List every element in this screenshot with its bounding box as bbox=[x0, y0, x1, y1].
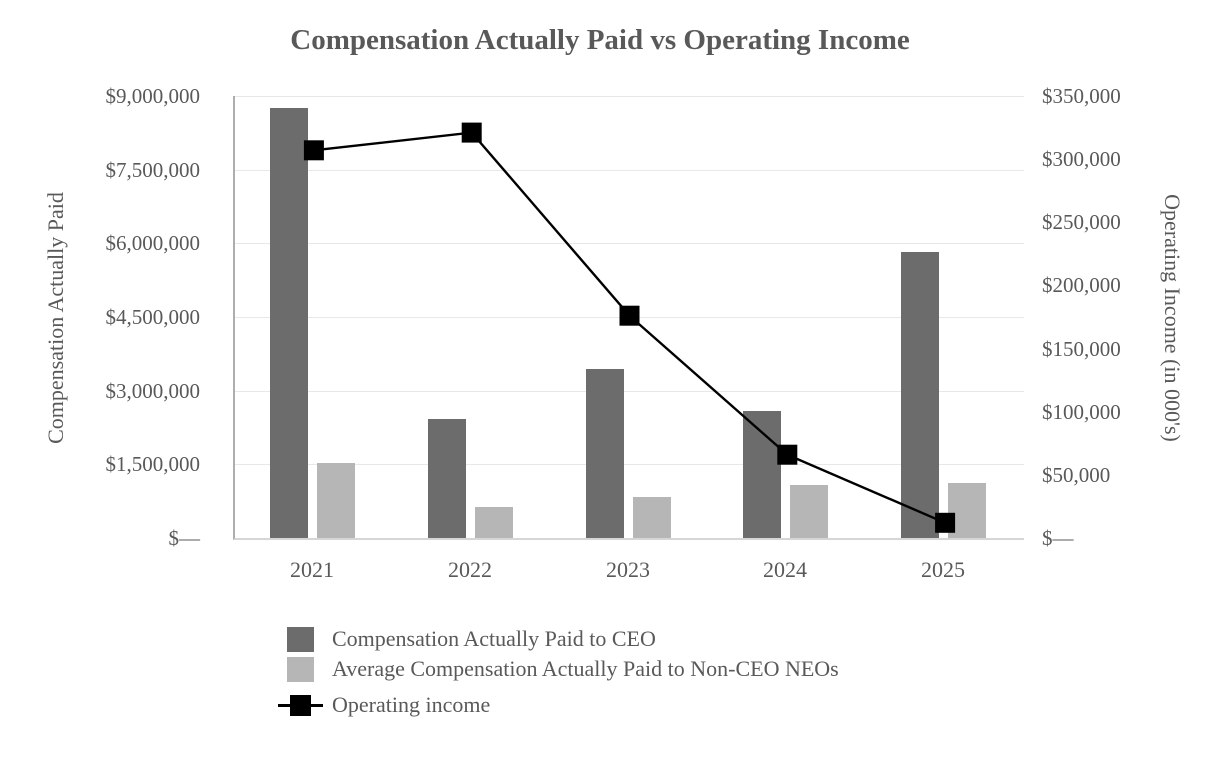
right-axis-tick-2: $250,000 bbox=[1042, 210, 1121, 234]
bar-ceo-2024 bbox=[743, 411, 781, 538]
legend-label-operating-income: Operating income bbox=[332, 692, 491, 717]
gridline bbox=[235, 170, 1024, 171]
gridline bbox=[235, 243, 1024, 244]
bar-ceo-2025 bbox=[901, 252, 939, 538]
left-axis-tick-6: $— bbox=[168, 526, 201, 550]
marker-operating-income-2022 bbox=[461, 122, 482, 143]
bar-non-ceo-2024 bbox=[790, 485, 828, 538]
bar-ceo-2022 bbox=[428, 419, 466, 538]
right-axis-tick-7: $— bbox=[1042, 526, 1074, 550]
left-axis-tick-5: $1,500,000 bbox=[105, 452, 201, 476]
legend-line-marker-icon bbox=[278, 693, 323, 718]
bar-non-ceo-2021 bbox=[317, 463, 355, 538]
x-axis-label-2022: 2022 bbox=[448, 557, 492, 582]
bar-ceo-2021 bbox=[270, 108, 308, 538]
left-axis-tick-2: $6,000,000 bbox=[105, 231, 201, 255]
bar-non-ceo-2023 bbox=[633, 497, 671, 538]
gridline bbox=[235, 96, 1024, 97]
right-axis-tick-0: $350,000 bbox=[1042, 84, 1121, 108]
right-axis-tick-5: $100,000 bbox=[1042, 400, 1121, 424]
legend-line bbox=[278, 703, 323, 707]
right-axis-tick-3: $200,000 bbox=[1042, 273, 1121, 297]
legend-swatch-non-ceo bbox=[287, 656, 314, 682]
left-axis-tick-1: $7,500,000 bbox=[105, 158, 201, 182]
left-axis-tick-labels: $9,000,000 $7,500,000 $6,000,000 $4,500,000… bbox=[0, 85, 201, 549]
marker-operating-income-2023 bbox=[619, 305, 640, 326]
legend-item-operating-income: Operating income bbox=[278, 692, 490, 718]
legend-label-ceo: Compensation Actually Paid to CEO bbox=[332, 626, 656, 651]
x-axis-labels: 2021 2022 2023 2024 2025 bbox=[233, 557, 1022, 585]
bar-ceo-2023 bbox=[586, 369, 624, 538]
bar-non-ceo-2022 bbox=[475, 507, 513, 538]
chart-title: Compensation Actually Paid vs Operating … bbox=[290, 24, 910, 56]
left-axis-tick-4: $3,000,000 bbox=[105, 379, 201, 403]
left-axis-tick-3: $4,500,000 bbox=[105, 305, 201, 329]
legend-swatch-ceo bbox=[287, 626, 314, 652]
legend-square-marker bbox=[290, 694, 311, 716]
right-axis-tick-labels: $350,000 $300,000 $250,000 $200,000 $150,000… bbox=[1042, 85, 1222, 549]
legend-item-ceo: Compensation Actually Paid to CEO bbox=[287, 626, 656, 652]
x-axis-label-2023: 2023 bbox=[606, 557, 650, 582]
x-axis-label-2021: 2021 bbox=[290, 557, 334, 582]
left-axis-tick-0: $9,000,000 bbox=[105, 84, 201, 108]
right-axis-tick-4: $150,000 bbox=[1042, 337, 1121, 361]
bar-non-ceo-2025 bbox=[948, 483, 986, 538]
right-axis-tick-6: $50,000 bbox=[1042, 463, 1111, 487]
legend-label-non-ceo: Average Compensation Actually Paid to No… bbox=[332, 656, 839, 681]
x-axis-label-2024: 2024 bbox=[763, 557, 807, 582]
plot-area bbox=[233, 96, 1024, 540]
legend-item-non-ceo: Average Compensation Actually Paid to No… bbox=[287, 656, 839, 682]
x-axis-label-2025: 2025 bbox=[921, 557, 965, 582]
right-axis-tick-1: $300,000 bbox=[1042, 147, 1121, 171]
